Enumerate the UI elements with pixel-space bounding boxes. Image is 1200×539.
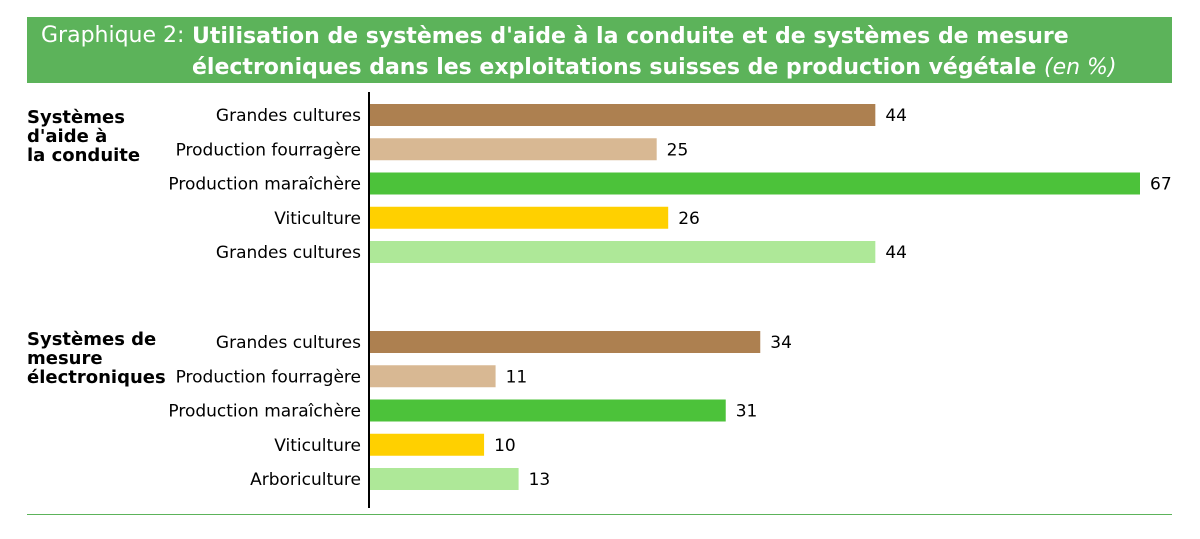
chart-title-line-2-text: électroniques dans les exploitations sui… [192,55,1037,80]
bar-g0-3 [369,206,669,229]
bar-g0-0 [369,104,876,126]
category-label-g1-0: Grandes cultures [216,333,361,353]
value-label-g1-0: 34 [770,333,792,353]
bar-g1-2 [369,399,726,422]
value-label-g1-1: 11 [506,367,528,387]
category-label-g0-2: Production maraîchère [168,175,361,195]
value-label-g1-3: 10 [494,436,516,456]
bar-g1-0 [369,331,761,353]
value-label-g0-0: 44 [885,106,907,126]
group-label-aide-conduite: Systèmes d'aide à la conduite [27,107,141,166]
bar-g1-1 [369,365,496,388]
chart-unit: (en %) [1044,55,1117,80]
bar-g0-2 [369,172,1140,195]
category-label-g0-1: Production fourragère [176,140,361,160]
category-label-g1-1: Production fourragère [176,367,361,387]
bar-g1-3 [369,433,485,456]
category-label-g0-3: Viticulture [274,209,361,229]
value-label-g0-1: 25 [667,140,689,160]
value-label-g0-4: 44 [885,243,907,263]
category-label-g0-4: Grandes cultures [216,243,361,263]
category-label-g1-4: Arboriculture [250,470,361,490]
bottom-divider [27,514,1172,515]
value-label-g1-4: 13 [529,470,551,490]
bar-g0-1 [369,138,657,161]
chart-title-banner: Graphique 2: Utilisation de systèmes d'a… [27,17,1172,83]
bar-g1-4 [369,468,519,490]
value-label-g0-3: 26 [678,209,700,229]
value-label-g0-2: 67 [1150,175,1172,195]
group-label-mesure-electronique: Systèmes de mesure électroniques [27,329,166,388]
category-label-g1-3: Viticulture [274,436,361,456]
chart-title: Utilisation de systèmes d'aide à la cond… [192,21,1117,83]
bar-g0-4 [369,241,876,263]
chart-title-line-2: électroniques dans les exploitations sui… [192,52,1117,83]
chart-title-line-1: Utilisation de systèmes d'aide à la cond… [192,24,1069,49]
value-label-g1-2: 31 [736,402,758,422]
chart-number: Graphique 2: [41,23,185,48]
category-label-g1-2: Production maraîchère [168,402,361,422]
category-label-g0-0: Grandes cultures [216,106,361,126]
